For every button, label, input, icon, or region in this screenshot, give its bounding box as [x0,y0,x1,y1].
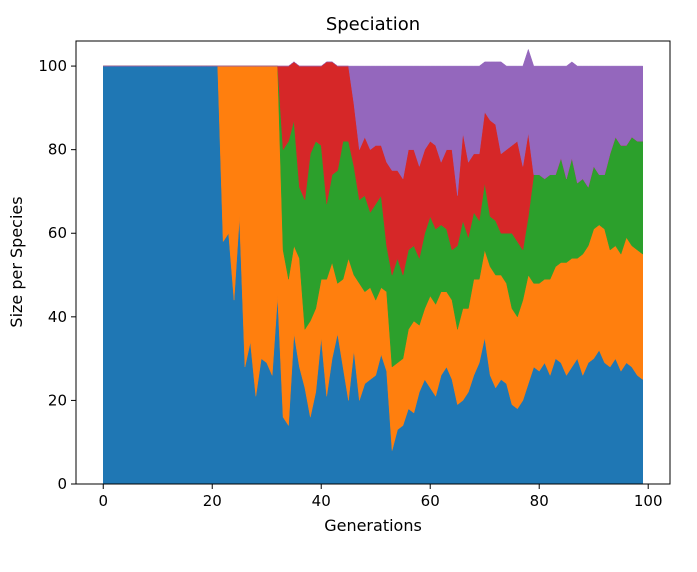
x-tick-label: 40 [312,492,331,510]
x-tick-label: 100 [634,492,663,510]
plot-frame [75,40,671,485]
x-tick-label: 60 [421,492,440,510]
y-tick-label: 100 [38,57,67,75]
y-tick-label: 40 [48,308,67,326]
chart-title: Speciation [326,14,420,35]
y-tick-label: 60 [48,224,67,242]
y-axis: 0 20 40 60 80 100 [38,57,76,493]
x-axis: 0 20 40 60 80 100 [98,484,663,510]
y-tick-label: 80 [48,141,67,159]
y-tick-label: 20 [48,391,67,409]
area-series-5 [103,48,643,196]
x-axis-label: Generations [324,516,422,535]
x-tick-label: 20 [203,492,222,510]
x-tick-label: 80 [530,492,549,510]
x-tick-label: 0 [98,492,108,510]
area-layer [103,48,643,485]
y-tick-label: 0 [57,475,67,493]
y-axis-label: Size per Species [7,196,26,327]
